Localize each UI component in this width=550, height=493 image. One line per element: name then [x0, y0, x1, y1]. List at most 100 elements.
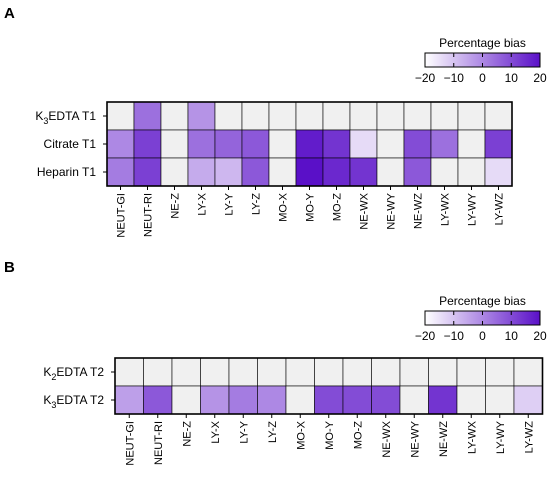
heatmap-cell: [160, 129, 189, 159]
row-label: K3EDTA T2: [43, 393, 104, 410]
heatmap-cell: [376, 157, 405, 187]
heatmap-cell: [314, 385, 344, 415]
heatmap-cell: [457, 101, 486, 131]
heatmap-cell: [160, 157, 189, 187]
row-label: Citrate T1: [44, 137, 97, 151]
heatmap-cell: [160, 101, 189, 131]
row-label: K3EDTA T1: [35, 109, 96, 126]
heatmap-cell: [376, 101, 405, 131]
heatmap-cell: [457, 157, 486, 187]
heatmap-cell: [268, 157, 297, 187]
heatmap-panel-b: B K2EDTA T2 K3EDTA T2 NEUT-GI NEUT-RI NE-Z LY-…: [4, 259, 547, 466]
column-label: MO-Y: [305, 192, 317, 221]
legend-tick-label: 20: [533, 71, 547, 85]
heatmap-cell: [399, 357, 429, 387]
heatmap-cell: [268, 101, 297, 131]
legend-tick-label: 20: [533, 329, 547, 343]
heatmap-cell: [513, 385, 543, 415]
column-label: LY-X: [210, 420, 222, 443]
column-label: LY-Z: [251, 193, 263, 215]
heatmap-cell: [106, 101, 135, 131]
column-label: NE-WX: [359, 192, 371, 229]
legend-tick-label: −20: [415, 71, 436, 85]
heatmap-cell: [214, 157, 243, 187]
heatmap-cell: [228, 385, 258, 415]
column-label: LY-Y: [224, 192, 236, 215]
heatmap-cell: [214, 129, 243, 159]
color-legend: Percentage bias −20 −10 0 10 20: [415, 294, 547, 343]
heatmap-cell: [106, 157, 135, 187]
column-label: LY-WX: [440, 192, 452, 226]
heatmap-cell: [133, 129, 162, 159]
column-label: LY-Y: [238, 420, 250, 443]
legend-tick-label: 10: [505, 329, 519, 343]
heatmap-cell: [342, 385, 372, 415]
heatmap-cell: [349, 129, 378, 159]
heatmap-cell: [295, 157, 324, 187]
row-label: K2EDTA T2: [43, 365, 104, 382]
heatmap-cell: [257, 385, 287, 415]
heatmap-cell: [106, 129, 135, 159]
heatmap-cell: [285, 357, 315, 387]
column-label: MO-Z: [352, 421, 364, 449]
heatmap-panel-a: A K3EDTA T1 Citrate T1 Heparin T1 NEUT-GI NEU…: [4, 5, 547, 238]
column-label: MO-Z: [332, 193, 344, 221]
heatmap-cell: [187, 129, 216, 159]
heatmap-cell: [485, 357, 515, 387]
column-label: MO-X: [295, 420, 307, 449]
column-label: NE-WZ: [413, 193, 425, 229]
heatmap-cell: [133, 157, 162, 187]
heatmap-cell: [399, 385, 429, 415]
heatmap-cell: [349, 101, 378, 131]
heatmap-cell: [114, 357, 144, 387]
legend-tick-label: 0: [479, 71, 486, 85]
heatmap-cell: [403, 129, 432, 159]
heatmap-cell: [171, 357, 201, 387]
column-label: NE-Z: [170, 193, 182, 219]
heatmap-cell: [143, 357, 173, 387]
heatmap-cell: [187, 101, 216, 131]
heatmap-cell: [484, 157, 513, 187]
legend-title: Percentage bias: [439, 294, 526, 308]
column-label: LY-WZ: [523, 421, 535, 454]
heatmap-cell: [133, 101, 162, 131]
column-label: LY-Z: [267, 421, 279, 443]
row-label: Heparin T1: [37, 165, 96, 179]
heatmap-cell: [268, 129, 297, 159]
column-label: NE-Z: [181, 421, 193, 447]
legend-tick-label: −20: [415, 329, 436, 343]
column-label: NE-WZ: [438, 421, 450, 457]
panel-letter: B: [4, 259, 15, 276]
heatmap-cell: [484, 129, 513, 159]
heatmap-cell: [214, 101, 243, 131]
heatmap-cell: [322, 129, 351, 159]
heatmap-cell: [376, 129, 405, 159]
heatmap-cell: [228, 357, 258, 387]
heatmap-cell: [322, 157, 351, 187]
heatmap-cell: [349, 157, 378, 187]
heatmap-cell: [403, 157, 432, 187]
heatmap-cell: [200, 357, 230, 387]
column-label: NEUT-RI: [143, 193, 155, 237]
column-label: NE-WX: [381, 420, 393, 457]
heatmap-cell: [430, 101, 459, 131]
heatmap-cell: [187, 157, 216, 187]
heatmap-cell: [285, 385, 315, 415]
heatmap-cell: [371, 385, 401, 415]
heatmap-cell: [295, 101, 324, 131]
heatmap-cell: [241, 157, 270, 187]
column-label: MO-Y: [324, 420, 336, 449]
column-label: MO-X: [278, 192, 290, 221]
heatmap-cell: [484, 101, 513, 131]
legend-tick-label: 10: [505, 71, 519, 85]
legend-tick-label: 0: [479, 329, 486, 343]
column-label: LY-WX: [466, 420, 478, 454]
heatmap-cell: [428, 385, 458, 415]
column-label: NE-WY: [409, 420, 421, 457]
panel-letter: A: [4, 5, 15, 22]
heatmap-cell: [403, 101, 432, 131]
heatmap-cell: [171, 385, 201, 415]
heatmap-cell: [257, 357, 287, 387]
heatmap-cell: [241, 101, 270, 131]
